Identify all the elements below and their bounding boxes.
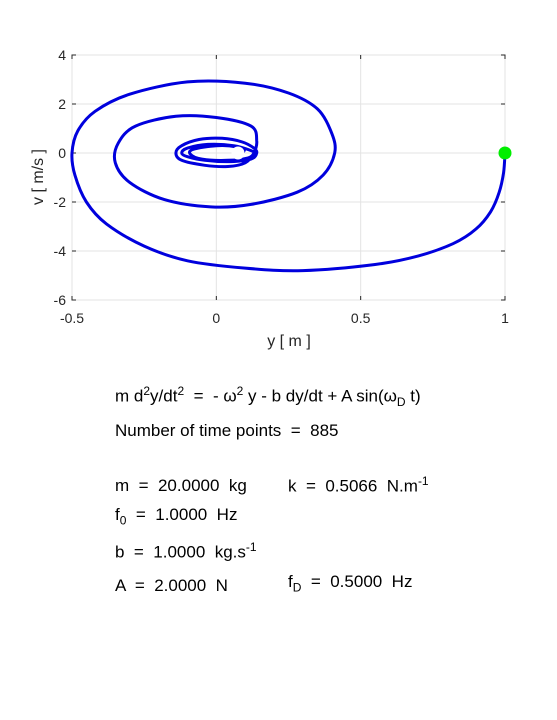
mass-text: m = 20.0000 kg bbox=[115, 476, 247, 495]
time-points-text: Number of time points = 885 bbox=[115, 421, 339, 440]
y-tick-label: -6 bbox=[54, 292, 67, 308]
spring-constant-text: k = 0.5066 N.m-1 bbox=[288, 474, 429, 496]
y-tick-label: -4 bbox=[54, 243, 67, 259]
end-point-marker bbox=[231, 146, 245, 160]
x-tick-label: -0.5 bbox=[60, 310, 84, 326]
x-tick-label: 1 bbox=[501, 310, 509, 326]
plot-area bbox=[71, 54, 506, 301]
y-axis-label: v [ m/s ] bbox=[30, 149, 47, 205]
y-tick-label: -2 bbox=[54, 194, 67, 210]
series-layer bbox=[70, 79, 507, 273]
drive-frequency-text: fD = 0.5000 Hz bbox=[288, 572, 413, 595]
markers-layer bbox=[231, 146, 512, 160]
y-tick-label: 0 bbox=[58, 145, 66, 161]
start-point-marker bbox=[498, 146, 512, 160]
axis-ticks: -0.5 0 0.5 1 -6 -4 -2 0 2 4 bbox=[54, 47, 510, 326]
x-axis-label: y [ m ] bbox=[267, 333, 311, 350]
x-tick-label: 0.5 bbox=[351, 310, 371, 326]
phase-plot: -0.5 0 0.5 1 -6 -4 -2 0 2 4 y [ m ] v [ m/s ] bbox=[30, 47, 512, 350]
amplitude-text: A = 2.0000 N bbox=[115, 576, 228, 595]
natural-frequency-text: f0 = 1.0000 Hz bbox=[115, 505, 238, 528]
damping-text: b = 1.0000 kg.s-1 bbox=[115, 540, 257, 562]
equation-text: m d2y/dt2 = - ω2 y - b dy/dt + A sin(ωD … bbox=[115, 384, 421, 410]
x-tick-label: 0 bbox=[212, 310, 220, 326]
trajectory-line bbox=[70, 79, 507, 273]
y-tick-label: 4 bbox=[58, 47, 66, 63]
y-tick-label: 2 bbox=[58, 96, 66, 112]
